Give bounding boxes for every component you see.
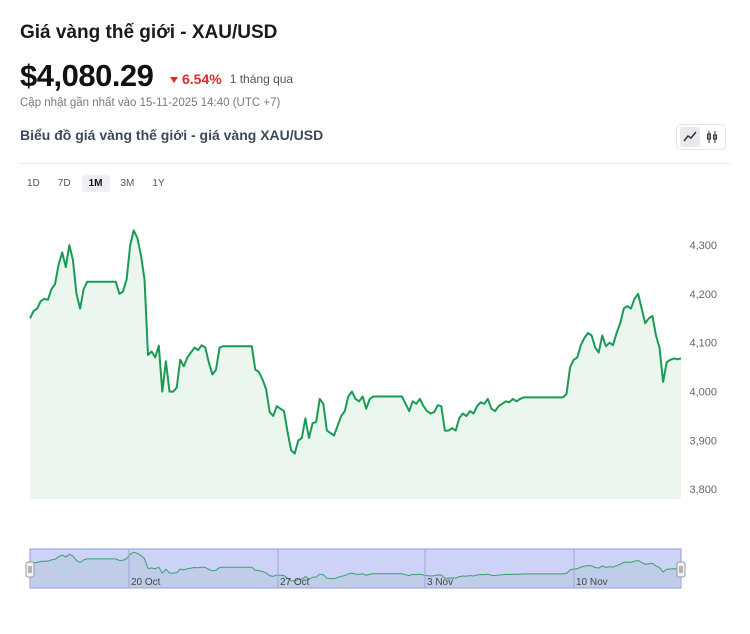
navigator-date-label: 20 Oct [131,577,161,588]
down-arrow-icon [170,77,178,83]
price-change: 6.54% 1 tháng qua [170,71,293,87]
y-tick-label: 3,800 [689,484,717,496]
main-plot [29,229,682,499]
navigator-date-label: 10 Nov [576,577,608,588]
price-area [30,230,681,499]
navigator[interactable]: 20 Oct 27 Oct 3 Nov 10 Nov [25,548,686,589]
y-tick-label: 4,100 [689,338,717,350]
last-updated: Cập nhật gần nhất vào 15-11-2025 14:40 (… [20,97,281,109]
chart-title: Biểu đồ giá vàng thế giới - giá vàng XAU… [20,127,324,143]
navigator-handle-left[interactable] [25,561,35,578]
candlestick-icon [707,131,717,143]
navigator-area [30,552,681,587]
range-button-1y[interactable]: 1Y [152,178,165,189]
navigator-date-label: 3 Nov [427,577,453,588]
navigator-labels: 20 Oct 27 Oct 3 Nov 10 Nov [128,549,608,588]
range-button-1m[interactable]: 1M [81,175,110,192]
header-divider [20,163,730,164]
y-tick-label: 4,200 [689,289,717,301]
range-selector: 1D 7D 1M 3M 1Y [20,175,172,192]
navigator-date-label: 27 Oct [280,577,310,588]
price-line [29,229,682,455]
change-period: 1 tháng qua [229,72,294,86]
current-price: $4,080.29 [20,58,154,93]
range-button-7d[interactable]: 7D [57,178,71,189]
candlestick-button[interactable] [702,127,722,147]
chart-type-toggle [676,124,726,150]
range-button-1d[interactable]: 1D [27,178,40,189]
y-tick-label: 4,300 [689,240,717,252]
line-chart-icon [683,131,697,142]
y-tick-label: 4,000 [689,387,717,399]
y-axis: 3,800 3,900 4,000 4,100 4,200 4,300 [689,240,717,496]
change-percent: 6.54% [182,71,222,87]
line-chart-button[interactable] [680,127,700,147]
navigator-handle-right[interactable] [676,561,686,578]
page-title: Giá vàng thế giới - XAU/USD [20,22,278,43]
navigator-line [29,551,682,582]
y-tick-label: 3,900 [689,435,717,447]
range-button-3m[interactable]: 3M [120,178,135,189]
